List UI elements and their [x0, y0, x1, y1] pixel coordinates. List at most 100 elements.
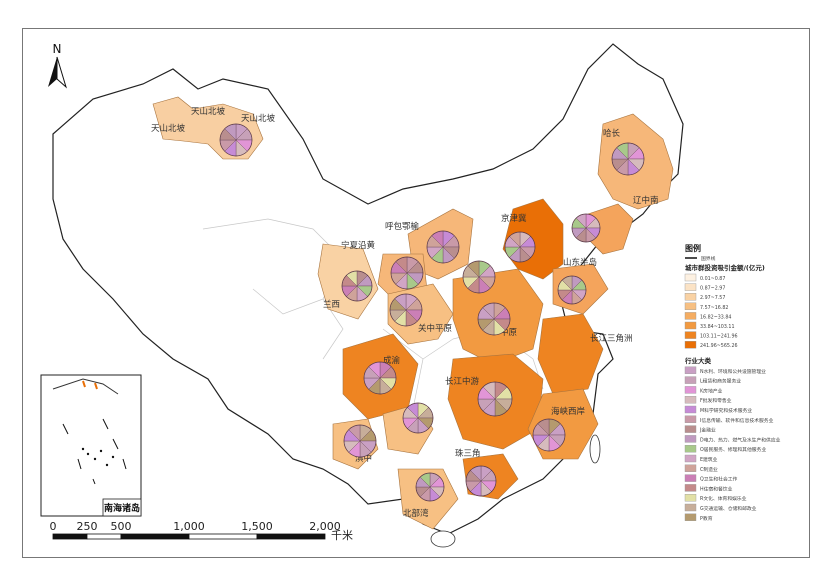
legend-industry-swatch: [684, 445, 697, 453]
scale-tick-label: 1,000: [173, 520, 205, 533]
legend-industry-swatch: [684, 494, 697, 502]
industry-pie: [402, 402, 434, 434]
industry-pie: [477, 381, 513, 417]
map-frame: 天山北坡 天山北坡 天山北坡 哈长 辽中南 京津冀 呼包鄂榆 宁夏沿黄 兰西 山东半岛 关中平原 中原…: [22, 28, 810, 558]
scale-tick-label: 500: [111, 520, 132, 533]
legend-industry-label: G交通运输、仓储和邮政业: [700, 505, 757, 512]
legend-industry-label: D电力、热力、燃气及水生产和供应业: [700, 436, 781, 443]
legend-amount-label: 0.87~2.97: [700, 286, 725, 292]
industry-pie: [532, 418, 566, 452]
legend-industry-label: P教育: [700, 515, 713, 522]
legend-industry-swatch: [684, 454, 697, 463]
scale-unit: 千米: [331, 529, 353, 542]
legend-industry-swatch: [684, 415, 697, 423]
legend-amount-label: 7.57~16.82: [700, 305, 728, 311]
region-label: 滇中: [355, 453, 372, 464]
region-label: 哈长: [603, 128, 621, 139]
legend-industry-swatch: [684, 474, 697, 482]
legend-amount-label: 103.11~241.96: [700, 334, 738, 340]
legend-amount-swatch: [684, 283, 697, 291]
region-label: 北部湾: [403, 508, 429, 519]
legend-industry-label: F批发和零售业: [700, 397, 732, 404]
north-arrow: N: [48, 42, 67, 89]
legend-industry-label: H住宿和餐饮业: [700, 485, 733, 492]
region-label: 天山北坡: [241, 113, 276, 124]
region-label: 山东半岛: [563, 257, 597, 268]
legend-industry-label: M科学研究和技术服务业: [700, 407, 752, 414]
industry-pie: [462, 260, 496, 294]
industry-pie: [504, 231, 536, 263]
industry-pie: [477, 302, 511, 336]
industry-pie: [389, 293, 423, 327]
legend-industry-label: Q卫生和社会工作: [700, 476, 738, 483]
region-label: 长江中游: [445, 376, 480, 387]
region-label: 兰西: [323, 299, 340, 310]
hainan-island: [430, 530, 456, 548]
legend-amount-swatch: [684, 312, 697, 320]
region-label: 辽中南: [633, 195, 659, 206]
legend-industry-label: R文化、体育和娱乐业: [700, 495, 747, 502]
legend-industry-swatch: [684, 513, 697, 521]
legend-title: 图例: [685, 243, 701, 253]
legend-amount-swatch: [684, 331, 697, 339]
legend-amount-swatch: [684, 273, 697, 282]
legend-boundary-label: 国界线: [701, 255, 716, 262]
industry-pie: [415, 472, 445, 502]
legend-industry-swatch: [684, 396, 697, 404]
region-label: 长江三角洲: [590, 333, 633, 344]
scale-tick-label: 250: [77, 520, 98, 533]
legend-amount-swatch: [684, 293, 697, 301]
legend-industry-label: L租赁和商务服务业: [700, 378, 741, 385]
legend-industry-swatch: [684, 464, 697, 472]
legend-amount-label: 0.01~0.87: [700, 276, 725, 282]
taiwan-island: [589, 434, 601, 464]
legend-industry-swatch: [684, 405, 697, 414]
legend-industry-label: N水利、环境和公共设施管理业: [700, 368, 766, 375]
legend-industry-label: O居民服务、修理和其他服务业: [700, 446, 766, 453]
industry-pie: [219, 123, 253, 157]
region-label: 成渝: [383, 355, 401, 366]
legend-industry-label: I信息传输、软件和信息技术服务业: [700, 417, 774, 424]
region-label: 呼包鄂榆: [385, 221, 420, 232]
industry-pies: [219, 123, 645, 502]
region-label: 关中平原: [418, 323, 452, 334]
inset-label: 南海诸岛: [104, 502, 140, 514]
industry-pie: [426, 230, 460, 264]
region-label: 海峡西岸: [551, 406, 586, 417]
industry-pie: [571, 213, 601, 243]
industry-pie: [341, 270, 373, 302]
legend-industry-swatch: [684, 484, 697, 492]
legend-industry-title: 行业大类: [684, 356, 712, 365]
south-china-sea-inset: 南海诸岛: [40, 374, 142, 517]
industry-pie: [390, 256, 424, 290]
industry-pie: [363, 361, 397, 395]
legend-industry-label: E建筑业: [700, 456, 718, 463]
scale-tick-label: 0: [50, 520, 57, 533]
industry-pie: [343, 424, 377, 458]
north-label: N: [53, 42, 62, 56]
legend-industry-label: J金融业: [699, 427, 716, 434]
legend-amount-swatch: [684, 302, 697, 310]
region-label: 中原: [500, 327, 517, 338]
region-label: 珠三角: [455, 448, 481, 459]
scale-tick-label: 2,000: [309, 520, 341, 533]
cluster-changsanjiao: [537, 313, 604, 395]
legend-amount-label: 33.84~103.11: [700, 324, 735, 330]
legend-amount-title: 城市群投资吸引金额/(亿元): [685, 263, 765, 272]
legend-industry-swatch: [684, 386, 697, 394]
industry-pie: [611, 142, 645, 176]
industry-pie: [465, 465, 497, 497]
legend-industry-label: K房地产业: [700, 387, 723, 394]
legend-industry-label: C制造业: [700, 466, 718, 473]
legend-amount-swatch: [684, 341, 697, 349]
region-label: 天山北坡: [151, 123, 186, 134]
legend-industry-swatch: [684, 366, 697, 374]
legend-industry-swatch: [684, 435, 697, 443]
legend-industry-swatch: [684, 503, 697, 512]
industry-pie: [557, 275, 587, 305]
region-label: 京津冀: [501, 213, 527, 224]
